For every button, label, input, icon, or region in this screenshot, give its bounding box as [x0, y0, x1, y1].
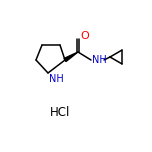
- Text: NH: NH: [92, 55, 107, 65]
- Text: HCl: HCl: [50, 105, 70, 119]
- Text: NH: NH: [49, 74, 64, 84]
- Text: O: O: [80, 31, 89, 41]
- Polygon shape: [64, 52, 78, 62]
